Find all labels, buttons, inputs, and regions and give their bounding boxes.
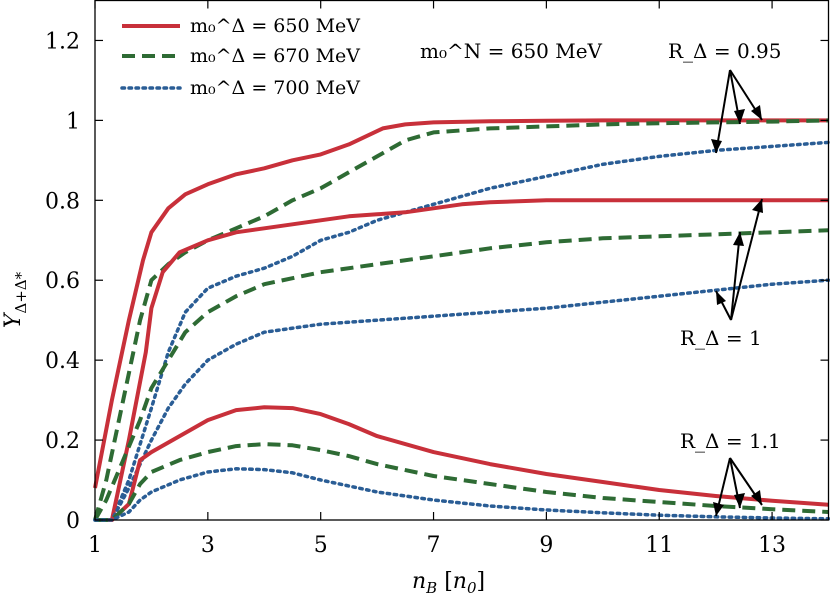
arrowhead-1-a <box>716 291 726 305</box>
legend-label-670: m₀^Δ = 670 MeV <box>190 45 360 67</box>
x-tick-label: 9 <box>539 533 553 558</box>
annotation-nucleon-mass: m₀^N = 650 MeV <box>420 39 603 63</box>
arrowhead-095-b <box>734 109 745 124</box>
y-tick-label: 0.8 <box>45 189 80 214</box>
series-line-m670-R1 <box>93 228 829 521</box>
y-tick-label: 1.2 <box>45 29 80 54</box>
arrow-1-c <box>730 198 763 321</box>
series-line-m670-R1_1 <box>95 442 829 522</box>
y-tick-label: 0.4 <box>45 349 80 374</box>
series-line-m650-R1 <box>95 198 829 522</box>
arrowhead-1-c <box>752 199 763 213</box>
arrowhead-11-a <box>713 502 724 516</box>
x-tick-label: 3 <box>201 533 215 558</box>
series-lines <box>93 118 830 522</box>
x-tick-label: 1 <box>88 533 102 558</box>
y-tick-label: 0.6 <box>45 269 80 294</box>
annotation-r-11: R_Δ = 1.1 <box>680 429 781 453</box>
arrowhead-095-c <box>751 105 762 120</box>
annotations: m₀^N = 650 MeV R_Δ = 0.95 R_Δ = 1 R_Δ = … <box>420 39 782 453</box>
arrowhead-095-a <box>711 139 722 153</box>
legend-label-700: m₀^Δ = 700 MeV <box>190 77 360 99</box>
arrowhead-1-b <box>733 232 744 246</box>
series-line-m670-R0_95 <box>93 118 829 521</box>
series-line-m650-R1_1 <box>95 405 829 522</box>
series-line-m700-R1 <box>93 278 830 522</box>
annotation-arrows <box>711 69 763 517</box>
annotation-r-095: R_Δ = 0.95 <box>668 39 782 63</box>
y-tick-label: 1 <box>66 109 80 134</box>
y-axis-label: YΔ+Δ* <box>1 271 30 328</box>
series-line-m700-R1_1 <box>93 467 830 522</box>
x-tick-label: 13 <box>758 533 786 558</box>
arrowhead-11-b <box>734 493 745 508</box>
legend: m₀^Δ = 650 MeV m₀^Δ = 670 MeV m₀^Δ = 700… <box>120 15 360 99</box>
x-tick-label: 7 <box>427 533 441 558</box>
series-line-m650-R0_95 <box>93 118 829 489</box>
plot-frame <box>94 0 830 521</box>
y-tick-label: 0 <box>66 509 80 534</box>
legend-label-650: m₀^Δ = 650 MeV <box>190 15 360 37</box>
arrow-1-b <box>730 231 741 321</box>
annotation-r-1: R_Δ = 1 <box>680 326 762 350</box>
x-tick-label: 11 <box>645 533 673 558</box>
series-line-m700-R0_95 <box>93 140 830 522</box>
arrowhead-11-c <box>751 490 762 505</box>
arrow-095-a <box>715 69 731 154</box>
y-tick-label: 0.2 <box>45 429 80 454</box>
x-axis-label: nB [n0] <box>412 569 485 597</box>
x-tick-label: 5 <box>314 533 328 558</box>
